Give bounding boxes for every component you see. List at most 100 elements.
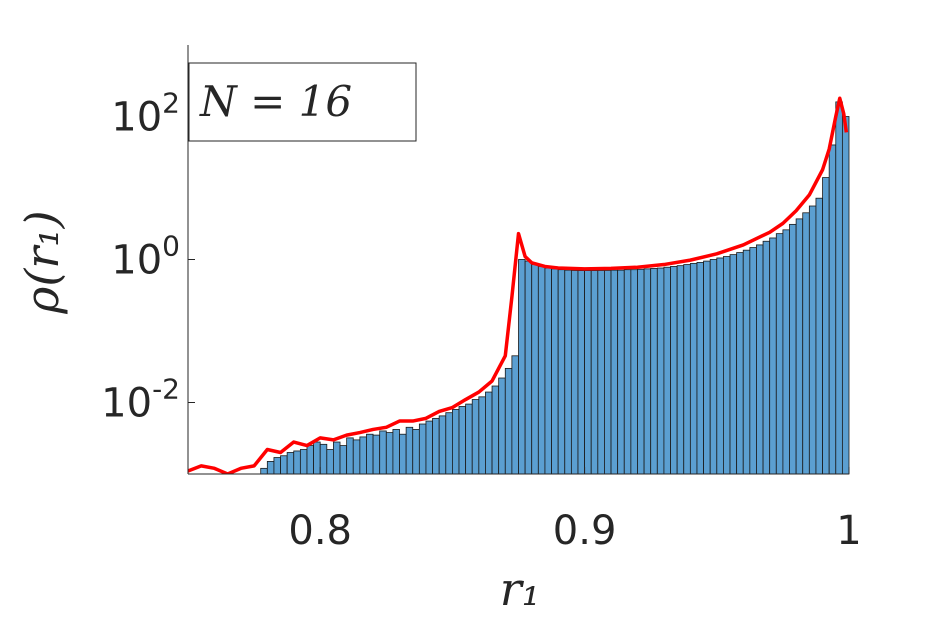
bar — [841, 116, 850, 475]
x-tick-label: 0.9 — [553, 508, 617, 554]
y-tick-label: 10-2 — [101, 373, 180, 427]
bar — [643, 268, 652, 475]
bar — [379, 430, 387, 475]
x-tick-label: 0.8 — [288, 508, 352, 554]
bar — [418, 423, 427, 475]
bar — [696, 262, 704, 475]
bar — [802, 212, 810, 475]
bar — [346, 437, 354, 475]
bar — [650, 268, 658, 475]
bar — [597, 270, 605, 475]
y-tick-label: 100 — [111, 230, 180, 284]
x-tick-label: 1 — [836, 508, 861, 554]
bar — [709, 259, 718, 475]
bar — [716, 257, 724, 475]
bar — [604, 270, 612, 475]
density-line — [188, 96, 849, 474]
bar — [835, 101, 843, 475]
bar — [518, 259, 526, 475]
bar — [485, 391, 493, 475]
bar — [815, 197, 823, 475]
bar — [729, 254, 738, 475]
bar — [372, 434, 381, 475]
bar — [762, 240, 771, 475]
bar — [537, 266, 546, 475]
bar — [828, 144, 837, 475]
bar — [795, 218, 804, 475]
bar — [584, 270, 592, 475]
bar — [498, 377, 506, 475]
bar — [438, 415, 447, 475]
bar — [676, 265, 685, 475]
bar — [749, 247, 757, 475]
bar — [266, 461, 275, 475]
y-tick-label: 102 — [111, 87, 180, 141]
bar — [392, 429, 400, 475]
bar — [293, 450, 301, 475]
bar — [273, 457, 281, 475]
bar — [339, 445, 348, 475]
y-axis-label: ρ(r₁) — [15, 210, 69, 314]
bar — [299, 449, 308, 475]
bar — [670, 266, 678, 475]
bar — [544, 267, 552, 475]
bar — [478, 396, 486, 475]
bar — [385, 432, 394, 475]
bar — [366, 433, 374, 475]
bar — [617, 269, 625, 475]
bar — [458, 406, 467, 475]
bar — [352, 439, 361, 475]
bar — [412, 429, 420, 475]
bar — [775, 233, 784, 475]
x-axis-label: r₁ — [500, 562, 540, 616]
bar — [333, 441, 341, 475]
bar — [313, 441, 321, 475]
bar — [663, 266, 671, 475]
annotation: N = 16 — [199, 77, 352, 126]
bar — [326, 449, 334, 475]
bar — [689, 263, 698, 475]
bar — [319, 443, 328, 475]
bar — [637, 268, 645, 475]
bar — [590, 270, 599, 475]
bar — [280, 455, 288, 475]
bar — [405, 426, 414, 475]
bar — [425, 420, 433, 475]
bar — [683, 264, 691, 475]
bar — [789, 223, 797, 475]
bar — [471, 399, 480, 475]
bar — [769, 237, 777, 475]
bar — [445, 412, 453, 475]
bar — [623, 269, 632, 475]
bar — [260, 467, 268, 475]
bar — [656, 267, 665, 475]
bar — [570, 270, 579, 475]
bar — [723, 256, 731, 475]
bar — [756, 244, 764, 475]
bar — [808, 205, 817, 475]
bar — [557, 269, 566, 475]
annotation-box — [188, 62, 417, 142]
bar — [782, 229, 790, 475]
bar — [703, 260, 711, 475]
bar — [610, 269, 619, 475]
bar — [630, 269, 638, 475]
bar — [564, 269, 572, 475]
bar — [551, 268, 559, 475]
bar — [531, 264, 539, 475]
bar — [491, 385, 500, 475]
bar — [822, 177, 830, 475]
bar — [451, 409, 460, 475]
bar — [359, 436, 367, 475]
bar — [524, 260, 533, 475]
bar — [432, 417, 440, 475]
bar — [286, 452, 295, 475]
bar — [399, 433, 407, 475]
bar — [742, 249, 751, 475]
bar — [504, 367, 513, 475]
bar — [511, 355, 519, 475]
bar — [306, 445, 314, 475]
bar — [577, 270, 585, 475]
bar — [736, 252, 744, 475]
